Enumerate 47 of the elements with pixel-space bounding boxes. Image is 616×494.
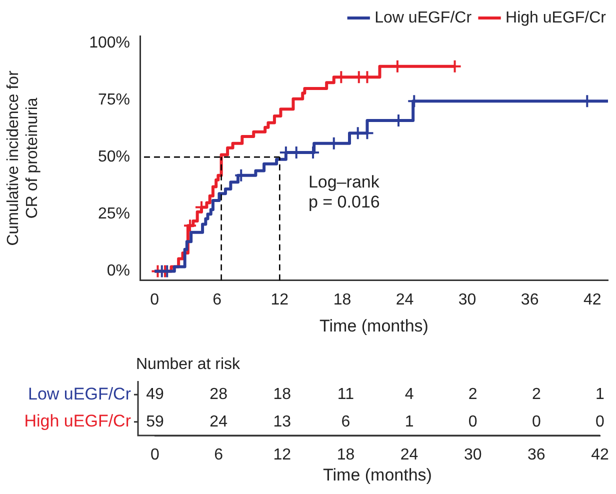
data-label: 0: [532, 413, 541, 430]
data-label: 49: [146, 386, 164, 404]
data-label: 2: [468, 386, 478, 404]
data-label: 28: [210, 386, 228, 404]
y-axis-title: Cumulative incidence for CR of proteinuria: [5, 70, 42, 246]
data-label: 24: [210, 413, 228, 430]
x-tick-label: 12: [270, 291, 289, 308]
x-tick-label: 0: [150, 291, 160, 308]
legend-label: Low uEGF/Cr: [374, 9, 472, 26]
y-tick-label: 75%: [98, 91, 130, 108]
x-tick-label: 36: [520, 291, 539, 308]
x-tick-label: 24: [400, 446, 418, 464]
legend-label: High uEGF/Cr: [506, 9, 607, 26]
data-label: 0: [596, 413, 605, 430]
annotation: Log–rank: [308, 172, 380, 192]
y-tick-label: 50%: [98, 148, 130, 166]
x-tick-label: 36: [528, 446, 546, 464]
x-tick-label: 42: [583, 291, 602, 308]
x-tick-label: 30: [464, 446, 482, 464]
y-tick-label: Low uEGF/Cr: [28, 384, 132, 404]
x-tick-label: 24: [396, 291, 414, 308]
y-tick-label: 0%: [106, 262, 130, 280]
y-tick-label: 25%: [98, 206, 130, 223]
chart-title: Number at risk: [136, 356, 242, 373]
data-label: 6: [341, 413, 350, 430]
data-label: 11: [337, 386, 354, 404]
x-tick-label: 0: [150, 446, 160, 464]
data-label: 1: [596, 386, 605, 404]
data-label: 0: [468, 413, 478, 430]
x-tick-label: 6: [214, 446, 224, 464]
y-tick-label: High uEGF/Cr: [24, 412, 132, 431]
data-label: 2: [532, 386, 541, 404]
data-label: 1: [404, 413, 414, 430]
x-tick-label: 30: [458, 291, 476, 308]
data-label: 59: [146, 413, 164, 430]
x-axis-title: Time (months): [320, 316, 428, 336]
data-label: 18: [273, 386, 292, 404]
data-label: 13: [273, 413, 292, 430]
data-label: 4: [404, 386, 414, 404]
x-tick-label: 18: [333, 291, 352, 308]
y-tick-label: 100%: [89, 34, 130, 52]
x-tick-label: 18: [336, 446, 355, 464]
annotation: p = 0.016: [308, 192, 380, 212]
x-tick-label: 6: [212, 291, 222, 308]
x-tick-label: 12: [273, 446, 292, 464]
x-tick-label: 42: [591, 446, 609, 464]
x-axis-title: Time (months): [323, 465, 432, 484]
